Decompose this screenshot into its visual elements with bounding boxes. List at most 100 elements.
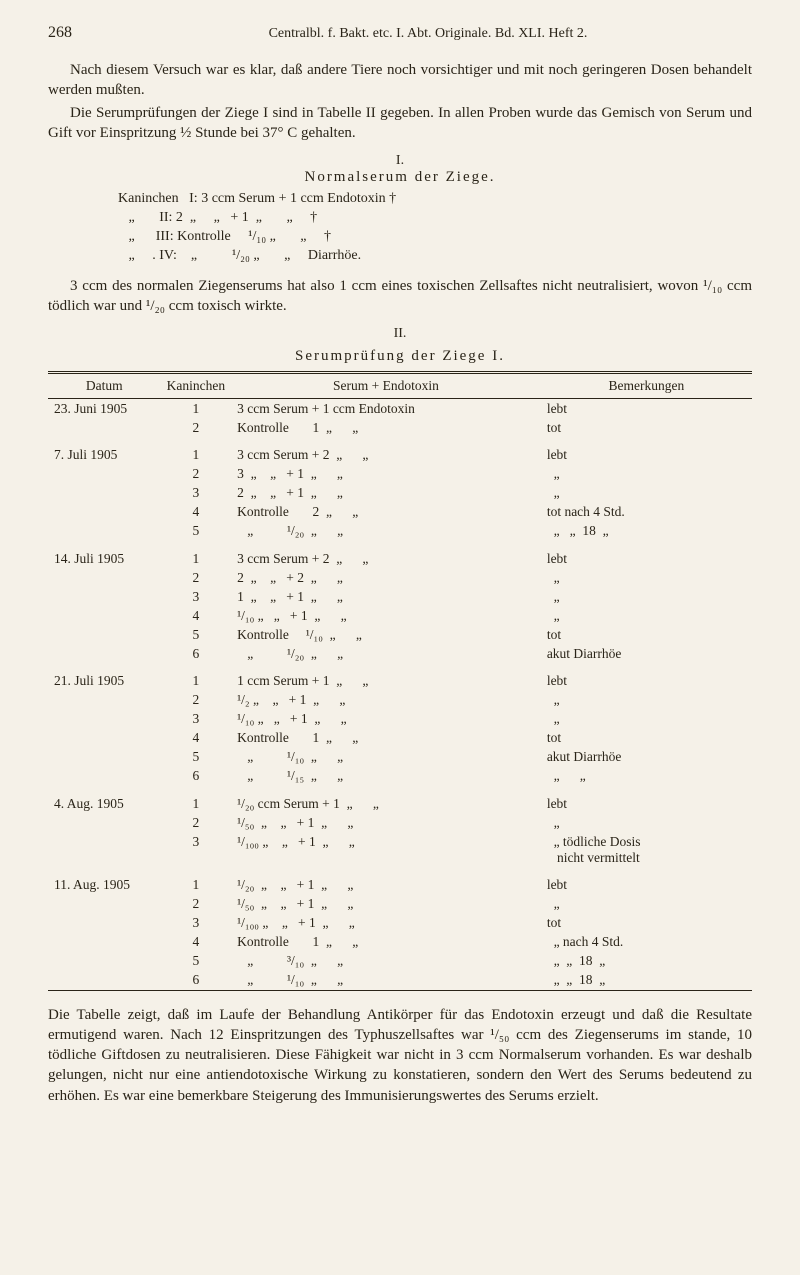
table-row: 31 „ „ + 1 „ „ „	[48, 587, 752, 606]
table-row: 4Kontrolle 2 „ „tot nach 4 Std.	[48, 503, 752, 522]
table-row: 4. Aug. 19051¹/₂₀ ccm Serum + 1 „ „lebt	[48, 786, 752, 814]
cell-serum-endotoxin: 3 „ „ + 1 „ „	[231, 465, 541, 484]
cell-datum	[48, 729, 161, 748]
cell-datum	[48, 748, 161, 767]
cell-bemerkungen: lebt	[541, 437, 752, 465]
cell-bemerkungen: akut Diarrhöe	[541, 748, 752, 767]
cell-serum-endotoxin: ¹/₁₀₀ „ „ + 1 „ „	[231, 914, 541, 933]
normalserum-block: Kaninchen I: 3 ccm Serum + 1 ccm Endotox…	[118, 190, 752, 266]
cell-datum	[48, 933, 161, 952]
table-row: 2¹/₅₀ „ „ + 1 „ „ „	[48, 813, 752, 832]
cell-kaninchen: 6	[161, 971, 231, 991]
cell-datum	[48, 587, 161, 606]
cell-serum-endotoxin: 3 ccm Serum + 1 ccm Endotoxin	[231, 399, 541, 419]
cell-bemerkungen: lebt	[541, 867, 752, 895]
cell-datum	[48, 484, 161, 503]
cell-bemerkungen: „	[541, 484, 752, 503]
cell-kaninchen: 4	[161, 729, 231, 748]
cell-datum: 14. Juli 1905	[48, 541, 161, 569]
table-row: 11. Aug. 19051¹/₂₀ „ „ + 1 „ „lebt	[48, 867, 752, 895]
cell-datum	[48, 832, 161, 867]
cell-serum-endotoxin: „ ¹/₁₀ „ „	[231, 971, 541, 991]
cell-kaninchen: 2	[161, 691, 231, 710]
cell-kaninchen: 5	[161, 625, 231, 644]
cell-datum	[48, 568, 161, 587]
cell-bemerkungen: „ „ 18 „	[541, 522, 752, 541]
cell-kaninchen: 5	[161, 748, 231, 767]
cell-datum	[48, 418, 161, 437]
cell-bemerkungen: „	[541, 465, 752, 484]
cell-kaninchen: 4	[161, 933, 231, 952]
table-row: 22 „ „ + 2 „ „ „	[48, 568, 752, 587]
section-1-number: I.	[48, 153, 752, 169]
cell-datum	[48, 503, 161, 522]
table-header-row: Datum Kaninchen Serum + Endotoxin Bemerk…	[48, 373, 752, 399]
page-header: 268 Centralbl. f. Bakt. etc. I. Abt. Ori…	[48, 24, 752, 42]
table-row: 5Kontrolle ¹/₁₀ „ „tot	[48, 625, 752, 644]
cell-bemerkungen: „	[541, 895, 752, 914]
cell-datum: 4. Aug. 1905	[48, 786, 161, 814]
th-datum: Datum	[48, 373, 161, 399]
cell-serum-endotoxin: ¹/₁₀ „ „ + 1 „ „	[231, 710, 541, 729]
cell-bemerkungen: „	[541, 587, 752, 606]
cell-bemerkungen: lebt	[541, 786, 752, 814]
table-row: 3¹/₁₀₀ „ „ + 1 „ „ „ tödliche Dosis nich…	[48, 832, 752, 867]
cell-serum-endotoxin: „ ¹/₂₀ „ „	[231, 522, 541, 541]
cell-datum	[48, 465, 161, 484]
table-row: 4Kontrolle 1 „ „tot	[48, 729, 752, 748]
running-title: Centralbl. f. Bakt. etc. I. Abt. Origina…	[104, 26, 752, 42]
cell-bemerkungen: lebt	[541, 663, 752, 691]
table-row: 3¹/₁₀ „ „ + 1 „ „ „	[48, 710, 752, 729]
cell-bemerkungen: tot	[541, 729, 752, 748]
cell-kaninchen: 5	[161, 952, 231, 971]
cell-kaninchen: 4	[161, 503, 231, 522]
cell-datum	[48, 895, 161, 914]
cell-datum	[48, 710, 161, 729]
cell-bemerkungen: tot	[541, 418, 752, 437]
cell-kaninchen: 6	[161, 644, 231, 663]
cell-kaninchen: 3	[161, 710, 231, 729]
cell-datum	[48, 644, 161, 663]
cell-datum	[48, 971, 161, 991]
cell-bemerkungen: „ nach 4 Std.	[541, 933, 752, 952]
cell-kaninchen: 4	[161, 606, 231, 625]
cell-serum-endotoxin: „ ³/₁₀ „ „	[231, 952, 541, 971]
cell-bemerkungen: „	[541, 606, 752, 625]
serum-table: Datum Kaninchen Serum + Endotoxin Bemerk…	[48, 371, 752, 991]
table-row: 5 „ ¹/₁₀ „ „akut Diarrhöe	[48, 748, 752, 767]
cell-kaninchen: 5	[161, 522, 231, 541]
cell-datum	[48, 606, 161, 625]
cell-bemerkungen: tot	[541, 914, 752, 933]
cell-serum-endotoxin: ¹/₅₀ „ „ + 1 „ „	[231, 895, 541, 914]
cell-datum: 23. Juni 1905	[48, 399, 161, 419]
table-row: 5 „ ³/₁₀ „ „ „ „ 18 „	[48, 952, 752, 971]
cell-serum-endotoxin: Kontrolle 1 „ „	[231, 418, 541, 437]
cell-serum-endotoxin: ¹/₂ „ „ + 1 „ „	[231, 691, 541, 710]
cell-serum-endotoxin: Kontrolle 2 „ „	[231, 503, 541, 522]
cell-datum	[48, 952, 161, 971]
cell-serum-endotoxin: Kontrolle 1 „ „	[231, 729, 541, 748]
cell-bemerkungen: akut Diarrhöe	[541, 644, 752, 663]
cell-kaninchen: 1	[161, 399, 231, 419]
cell-serum-endotoxin: 1 ccm Serum + 1 „ „	[231, 663, 541, 691]
cell-datum: 11. Aug. 1905	[48, 867, 161, 895]
table-row: 3¹/₁₀₀ „ „ + 1 „ „tot	[48, 914, 752, 933]
table-row: 32 „ „ + 1 „ „ „	[48, 484, 752, 503]
cell-kaninchen: 2	[161, 895, 231, 914]
table-row: 5 „ ¹/₂₀ „ „ „ „ 18 „	[48, 522, 752, 541]
cell-bemerkungen: „ „ 18 „	[541, 971, 752, 991]
paragraph-1: Nach diesem Versuch war es klar, daß and…	[48, 60, 752, 101]
cell-serum-endotoxin: ¹/₂₀ „ „ + 1 „ „	[231, 867, 541, 895]
paragraph-3: 3 ccm des normalen Ziegenserums hat also…	[48, 276, 752, 317]
cell-bemerkungen: lebt	[541, 399, 752, 419]
table-row: 6 „ ¹/₂₀ „ „akut Diarrhöe	[48, 644, 752, 663]
table-body: 23. Juni 190513 ccm Serum + 1 ccm Endoto…	[48, 399, 752, 991]
cell-bemerkungen: tot nach 4 Std.	[541, 503, 752, 522]
cell-datum: 21. Juli 1905	[48, 663, 161, 691]
cell-serum-endotoxin: 3 ccm Serum + 2 „ „	[231, 437, 541, 465]
cell-bemerkungen: „	[541, 568, 752, 587]
cell-serum-endotoxin: ¹/₁₀₀ „ „ + 1 „ „	[231, 832, 541, 867]
cell-serum-endotoxin: „ ¹/₂₀ „ „	[231, 644, 541, 663]
table-row: 2Kontrolle 1 „ „tot	[48, 418, 752, 437]
cell-serum-endotoxin: 1 „ „ + 1 „ „	[231, 587, 541, 606]
